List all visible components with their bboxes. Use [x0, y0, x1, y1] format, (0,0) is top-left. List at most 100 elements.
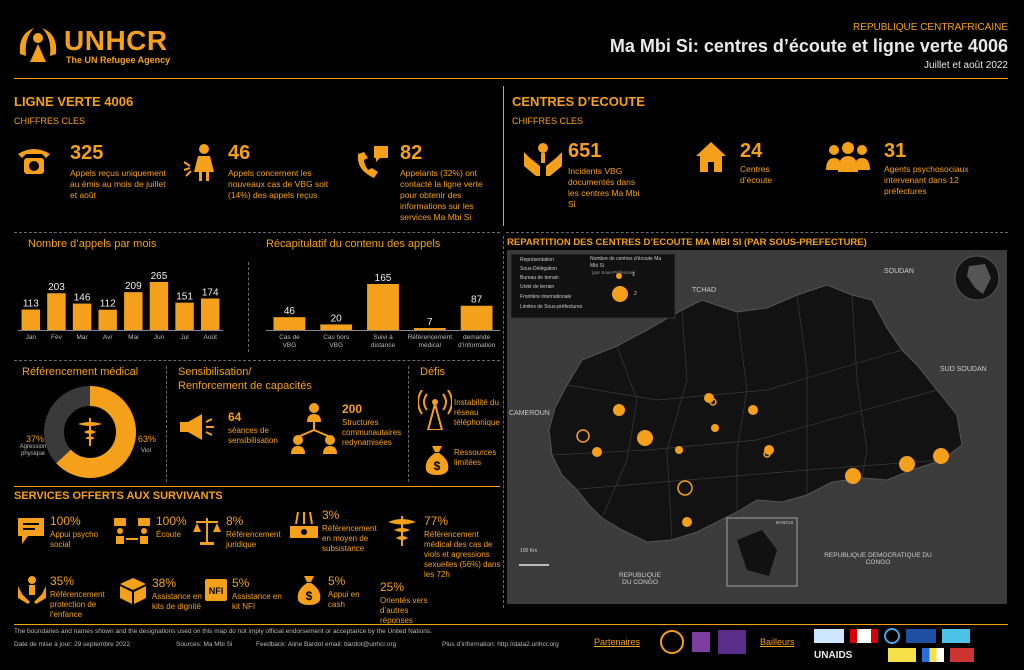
referencement-right-pct: 63% — [138, 434, 157, 444]
map-legend-4: Unité de terrain — [520, 284, 555, 290]
group-icon — [826, 142, 870, 172]
bar-value-label: 7 — [427, 317, 433, 328]
centre-marker — [592, 447, 602, 457]
ligne-verte-subtitle: CHIFFRES CLES — [14, 116, 86, 126]
period-label: Juillet et août 2022 — [924, 60, 1008, 71]
service-cash-pct: 5% — [328, 574, 346, 588]
donor-flag-2 — [906, 629, 936, 643]
service-nfi-pct: 5% — [232, 576, 250, 590]
cash-bag-icon: $ — [297, 576, 321, 605]
service-subsistance-pct: 3% — [322, 508, 340, 522]
bangui-inset-shape — [737, 530, 777, 576]
divider-left-1 — [14, 232, 500, 233]
divider-ref-sens — [166, 366, 167, 482]
legend-size-2-label: 2 — [634, 291, 637, 297]
chart-content-title: Récapitulatif du contenu des appels — [266, 238, 441, 250]
kpi-incidents-value: 651 — [568, 140, 602, 162]
bar-category-label: médical — [419, 342, 442, 349]
kpi-vbg-value: 46 — [228, 142, 251, 164]
header-rule — [14, 78, 1008, 79]
service-enfance-pct: 35% — [50, 574, 75, 588]
svg-text:NFI: NFI — [209, 586, 224, 596]
justice-scale-icon — [193, 518, 221, 545]
bar-category-label: Fév — [51, 334, 63, 341]
money-bag-icon: $ — [425, 446, 449, 475]
livelihood-icon — [290, 511, 318, 538]
footer-more-info[interactable]: Plus d’information: http://data2.unhcr.o… — [442, 641, 559, 648]
sensibilisation-title-1: Sensibilisation/ — [178, 366, 252, 378]
donor-logo-un — [884, 628, 900, 644]
service-psycho-desc: Appui psycho social — [50, 530, 99, 549]
scale-bar — [519, 564, 549, 566]
chart-calls-per-month: 113 Jan 203 Fév 146 Mar 112 Avr 209 Mai 265 Jun 151 J… — [18, 271, 223, 341]
bar-value-label: 151 — [176, 292, 193, 303]
bar-category-label: Mai — [128, 334, 138, 341]
bar-0 — [273, 317, 306, 330]
sens-structures-desc: Structures communautaires redynamisées — [342, 418, 402, 447]
bar-value-label: 112 — [100, 299, 116, 310]
bar-category-label: Jul — [180, 334, 189, 341]
bar-value-label: 87 — [471, 295, 483, 306]
map-legend-box — [510, 253, 676, 319]
referencement-left-label: Agression physique — [19, 444, 47, 457]
service-medical-pct: 77% — [424, 514, 449, 528]
centre-marker — [613, 404, 625, 416]
service-medical-desc: Référencement médical des cas de viols e… — [424, 530, 501, 579]
bar-value-label: 209 — [125, 281, 142, 292]
defis-title: Défis — [420, 366, 446, 378]
service-dignite-pct: 38% — [152, 576, 177, 590]
map-legend-2: Sous-Délégation — [520, 266, 557, 272]
bar-category-label: Cas de — [279, 334, 300, 341]
bar-category-label: demande — [463, 334, 490, 341]
donor-flag-4 — [888, 648, 916, 662]
telephone-icon — [18, 149, 50, 174]
chart-baseline — [18, 330, 223, 331]
centre-marker — [899, 456, 915, 472]
map-legend-1: Représentation — [520, 257, 554, 263]
map-legend-size-title: Nombre de centres d’écoute Ma Mbi Si — [590, 256, 662, 269]
footer-disclaimer: The boundaries and names shown and the d… — [14, 628, 432, 635]
nfi-icon: NFI — [205, 579, 227, 601]
defi-ressources: Ressources limitées — [454, 448, 497, 467]
divider-sens-defis — [408, 366, 409, 482]
services-rule — [14, 486, 500, 487]
footer-donors-label: Bailleurs — [760, 637, 795, 647]
svg-text:$: $ — [306, 589, 313, 603]
bar-category-label: distance — [371, 342, 396, 349]
dignity-kit-icon — [120, 578, 146, 604]
office-marker — [709, 398, 717, 406]
kpi-vbg-desc: Appels concernent les nouveaux cas de VB… — [228, 168, 329, 200]
bar-category-label: d’information — [458, 342, 496, 349]
map-legend-5: Frontière internationale — [520, 294, 572, 300]
bar-category-label: Jun — [154, 334, 165, 341]
service-psycho-pct: 100% — [50, 514, 81, 528]
centre-marker — [711, 424, 719, 432]
bar-6 — [175, 302, 194, 330]
logo-name: UNHCR — [64, 25, 168, 56]
bar-category-label: Cas hors — [323, 334, 350, 341]
sens-structures-value: 200 — [342, 402, 363, 416]
donor-flag-5 — [922, 648, 944, 662]
referencement-title: Référencement médical — [22, 366, 139, 378]
bar-3 — [98, 309, 117, 330]
network-people-icon — [291, 403, 337, 454]
bar-category-label: VBG — [283, 342, 297, 349]
phone-chat-icon — [357, 146, 388, 178]
kpi-info-desc: Appelants (32%) ont contacté la ligne ve… — [400, 168, 483, 222]
office-markers — [576, 398, 771, 496]
office-marker — [763, 450, 771, 458]
bar-category-label: Jan — [26, 334, 37, 341]
bar-value-label: 203 — [48, 282, 65, 293]
bar-value-label: 165 — [375, 273, 392, 284]
centres-title: CENTRES D’ECOUTE — [512, 94, 645, 109]
bangui-inset — [726, 517, 798, 587]
footer-rule — [14, 624, 1008, 625]
map-label-rdc: REPUBLIQUE DEMOCRATIQUE DU CONGO — [824, 552, 932, 566]
top-divider — [503, 86, 504, 226]
car-map — [507, 250, 1007, 604]
office-marker — [576, 429, 590, 443]
chart-calls-title: Nombre d’appels par mois — [28, 238, 157, 250]
sens-seances-value: 64 — [228, 410, 242, 424]
house-icon — [696, 142, 726, 172]
service-ecoute-desc: Écoute — [156, 530, 181, 539]
